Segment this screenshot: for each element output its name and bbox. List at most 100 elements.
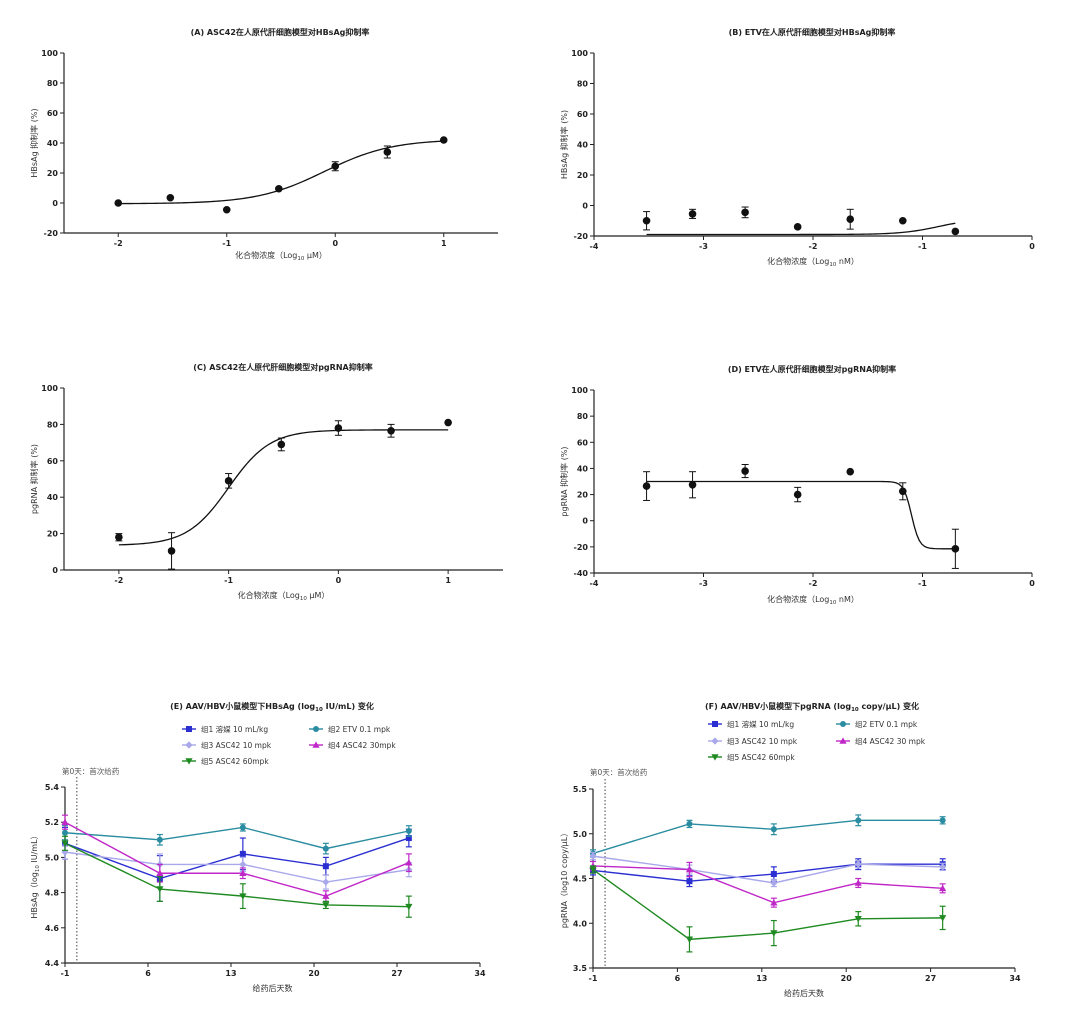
y-tick-label: 4.4 xyxy=(45,959,60,968)
series-marker xyxy=(322,902,330,909)
x-tick-label: 0 xyxy=(1029,242,1035,251)
chart-title: (D) ETV在人原代肝细胞模型对pgRNA抑制率 xyxy=(728,364,896,374)
y-tick-label: 0 xyxy=(52,566,58,575)
data-point xyxy=(951,545,960,553)
data-point xyxy=(275,184,283,193)
y-tick-label: 5.4 xyxy=(45,783,60,792)
chart-title-part: (E) AAV/HBV小鼠模型下HBsAg (log xyxy=(170,701,315,711)
x-tick-label: 0 xyxy=(332,239,338,248)
data-point xyxy=(222,205,231,214)
series-marker xyxy=(939,817,946,824)
data-point xyxy=(277,440,286,449)
y-tick-label: 60 xyxy=(47,457,59,466)
series-2 xyxy=(62,823,412,855)
legend-marker xyxy=(185,741,193,749)
legend-label: 组2 ETV 0.1 mpk xyxy=(855,719,918,729)
data-point xyxy=(167,547,176,555)
y-tick-label: 40 xyxy=(577,141,589,150)
x-tick-label: 13 xyxy=(225,969,236,978)
x-tick-label: -1 xyxy=(589,974,598,983)
chart-title-part: copy/μL) 变化 xyxy=(859,701,919,711)
y-tick-label: 5.0 xyxy=(45,853,60,862)
series-line xyxy=(592,863,943,882)
data-point xyxy=(224,477,233,485)
x-axis-label-part: 化合物浓度（Log xyxy=(767,256,829,266)
y-tick-label: -40 xyxy=(574,569,589,578)
legend-entry: 组4 ASC42 30 mpk xyxy=(836,736,926,746)
data-point xyxy=(741,467,749,475)
series-marker xyxy=(405,835,412,842)
y-tick-label: 5.5 xyxy=(573,785,588,794)
legend-label: 组5 ASC42 60mpk xyxy=(201,756,269,766)
legend-marker xyxy=(712,721,718,727)
x-axis-label-part: nM） xyxy=(836,257,859,266)
x-axis-label-part: 10 xyxy=(297,256,304,262)
series-line xyxy=(592,868,943,941)
series-line xyxy=(592,819,943,855)
x-axis-label-part: μM） xyxy=(304,251,327,260)
series-4 xyxy=(61,814,413,903)
x-tick-label: -4 xyxy=(590,242,599,251)
y-tick-label: 40 xyxy=(47,139,59,148)
x-tick-label: 20 xyxy=(841,974,853,983)
x-axis-label-part: 10 xyxy=(829,262,836,268)
x-tick-label: -2 xyxy=(114,576,123,585)
series-marker xyxy=(62,829,68,836)
chart-title: (B) ETV在人原代肝细胞模型对HBsAg抑制率 xyxy=(729,27,896,37)
data-point xyxy=(846,215,855,224)
x-tick-label: -1 xyxy=(224,576,233,585)
series-line xyxy=(64,842,409,908)
y-tick-label: 80 xyxy=(47,79,59,88)
legend-entry: 组3 ASC42 10 mpk xyxy=(708,736,798,746)
y-tick-label: 100 xyxy=(41,384,58,393)
series-marker xyxy=(239,893,247,900)
y-tick-label: 40 xyxy=(577,464,589,473)
x-axis-label-part: 化合物浓度（Log xyxy=(767,594,829,604)
chart-title-part: 10 xyxy=(851,707,859,713)
legend-entry: 组5 ASC42 60mpk xyxy=(182,756,269,766)
legend-marker xyxy=(185,758,193,765)
series-marker xyxy=(770,879,778,887)
series-marker xyxy=(686,820,693,827)
x-tick-label: 27 xyxy=(925,974,936,983)
y-axis-label: HBsAg 抑制率 (%) xyxy=(559,110,569,179)
series-marker xyxy=(156,869,164,877)
series-marker xyxy=(939,863,947,871)
series-marker xyxy=(405,828,412,834)
series-marker xyxy=(854,915,862,923)
x-tick-label: 34 xyxy=(1009,974,1021,983)
legend-entry: 组1 溶媒 10 mL/kg xyxy=(708,719,794,729)
y-tick-label: 4.6 xyxy=(45,924,60,933)
series-5 xyxy=(61,835,413,918)
y-tick-label: 5.0 xyxy=(573,830,588,839)
series-marker xyxy=(156,836,163,843)
legend-entry: 组4 ASC42 30mpk xyxy=(309,740,396,750)
y-tick-label: 80 xyxy=(577,80,589,89)
series-marker xyxy=(322,863,329,870)
series-line xyxy=(64,826,410,850)
y-axis-label: HBsAg（log10 IU/mL） xyxy=(30,831,41,918)
chart-panel-e: (E) AAV/HBV小鼠模型下HBsAg (log10 IU/mL) 变化4.… xyxy=(30,701,486,993)
series-marker xyxy=(686,878,693,885)
series-marker xyxy=(322,878,330,886)
y-tick-label: 40 xyxy=(47,493,59,502)
series-marker xyxy=(854,860,862,868)
x-tick-label: -1 xyxy=(918,242,927,251)
y-tick-label: 4.5 xyxy=(573,875,588,884)
legend-label: 组5 ASC42 60mpk xyxy=(727,752,795,762)
data-point xyxy=(642,482,651,490)
legend-label: 组1 溶媒 10 mL/kg xyxy=(727,719,794,729)
data-point xyxy=(115,533,123,542)
data-point xyxy=(166,193,175,202)
x-tick-label: -2 xyxy=(809,579,818,588)
y-axis-label: HBsAg 抑制率 (%) xyxy=(29,108,39,177)
series-marker xyxy=(239,869,247,877)
y-tick-label: 60 xyxy=(577,438,589,447)
y-tick-label: 3.5 xyxy=(573,964,588,973)
data-point xyxy=(444,418,452,427)
x-axis-label: 化合物浓度（Log10 nM） xyxy=(767,256,859,268)
legend-label: 组1 溶媒 10 mL/kg xyxy=(201,724,268,734)
series-marker xyxy=(589,866,597,874)
series-marker xyxy=(770,899,778,906)
